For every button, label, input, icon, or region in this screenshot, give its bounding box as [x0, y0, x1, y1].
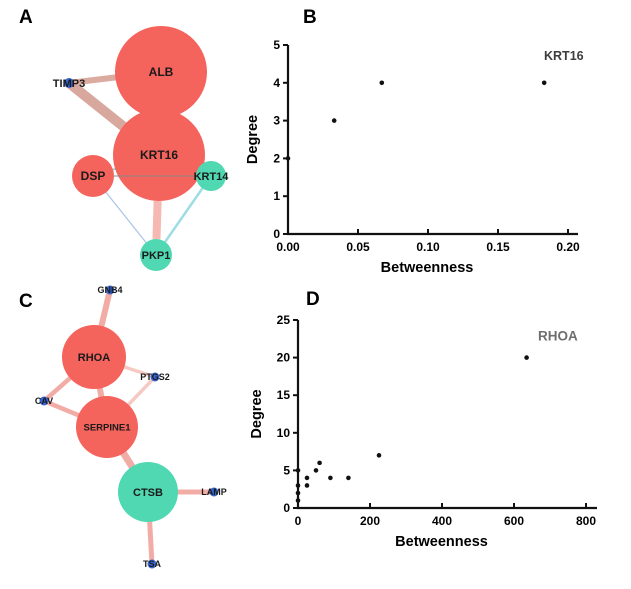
- y-tick-label: 5: [283, 463, 290, 477]
- network-node-KRT14: [196, 161, 226, 191]
- annotation-KRT16: KRT16: [544, 49, 584, 63]
- y-tick-label: 4: [273, 76, 280, 90]
- network-node-TSA: [147, 559, 157, 569]
- network-node-CTSB: [118, 462, 178, 522]
- panel-label-c: C: [19, 291, 33, 312]
- x-tick-label: 0.05: [346, 240, 370, 254]
- annotation-RHOA: RHOA: [538, 328, 578, 343]
- network-node-label-ALB: ALB: [149, 65, 174, 79]
- x-tick-label: 0.20: [556, 240, 580, 254]
- x-tick-label: 400: [432, 514, 452, 528]
- network-node-label-KRT16: KRT16: [140, 148, 178, 162]
- network-node-ALB: [115, 26, 207, 118]
- x-axis-title: Betweenness: [381, 260, 474, 276]
- network-node-DSP: [72, 155, 114, 197]
- network-node-label-PTGS2: PTGS2: [140, 372, 170, 382]
- network-edge-KRT16-PKP1: [152, 200, 162, 240]
- y-tick-label: 2: [273, 151, 280, 165]
- network-node-CAV: [39, 396, 49, 406]
- scatter-point: [304, 483, 310, 488]
- network-node-PTGS2: [150, 372, 160, 382]
- network-node-RHOA: [62, 325, 126, 389]
- network-node-label-SERPINE1: SERPINE1: [84, 422, 132, 433]
- network-node-label-DSP: DSP: [81, 169, 106, 183]
- scatter-point: [346, 475, 351, 481]
- network-node-label-RHOA: RHOA: [78, 352, 110, 364]
- x-tick-label: 0: [295, 514, 302, 528]
- scatter-point: [295, 468, 301, 473]
- x-tick-label: 0.15: [486, 240, 510, 254]
- network-node-SERPINE1: [76, 396, 138, 458]
- network-node-label-GNB4: GNB4: [97, 285, 122, 295]
- scatter-point: [328, 475, 333, 481]
- network-node-label-LAMP: LAMP: [201, 487, 227, 497]
- y-tick-label: 25: [277, 313, 291, 327]
- scatter-point: [379, 80, 385, 86]
- scatter-point: [295, 498, 301, 503]
- y-tick-label: 20: [277, 351, 291, 365]
- network-node-LAMP: [209, 487, 219, 497]
- scatter-point: [304, 475, 310, 481]
- scatter-point: [295, 483, 301, 488]
- network-edge-KRT14-PKP1: [154, 175, 213, 256]
- network-node-GNB4: [105, 285, 115, 295]
- y-tick-label: 1: [273, 189, 280, 203]
- network-node-KRT16: [113, 109, 205, 201]
- network-node-label-TSA: TSA: [143, 559, 162, 569]
- network-node-label-KRT14: KRT14: [194, 171, 230, 183]
- x-axis-title: Betweenness: [395, 534, 488, 550]
- scatter-point: [524, 355, 529, 360]
- panel-d-scatter: 0 200 400 600 800 0 5 10 15 20 25 Betweenness Degree…: [249, 313, 597, 550]
- scatter-point: [376, 453, 382, 458]
- y-tick-label: 3: [273, 114, 280, 128]
- network-node-label-CAV: CAV: [35, 396, 53, 406]
- network-node-label-TIMP3: TIMP3: [53, 78, 85, 90]
- panel-label-d: D: [306, 289, 320, 310]
- y-tick-label: 15: [277, 388, 291, 402]
- y-tick-label: 5: [273, 38, 280, 52]
- panel-label-a: A: [19, 7, 33, 28]
- x-tick-label: 600: [504, 514, 524, 528]
- x-tick-label: 200: [360, 514, 380, 528]
- network-node-TIMP3: [64, 78, 74, 88]
- y-tick-label: 0: [283, 501, 290, 515]
- scatter-point: [285, 156, 291, 161]
- scatter-point: [541, 80, 547, 86]
- y-axis-title: Degree: [245, 115, 261, 164]
- y-tick-label: 0: [273, 227, 280, 241]
- network-node-PKP1: [140, 239, 172, 271]
- scatter-point: [295, 490, 301, 496]
- x-tick-label: 0.00: [276, 240, 300, 254]
- scatter-point: [331, 118, 337, 123]
- panel-c-network: GNB4 RHOA PTGS2 CAV SERPINE1 CTSB LAMP TSA: [35, 285, 227, 569]
- scatter-point: [313, 468, 319, 473]
- x-tick-label: 800: [576, 514, 596, 528]
- panel-a-network: ALB KRT16 TIMP3 DSP KRT14 PKP1: [53, 26, 230, 271]
- network-node-label-PKP1: PKP1: [142, 250, 171, 262]
- scatter-point: [317, 460, 322, 466]
- panel-b-scatter: 0.00 0.05 0.10 0.15 0.20 0 1 2 3 4 5 Betweenness Deg…: [245, 38, 584, 276]
- y-tick-label: 10: [277, 426, 291, 440]
- panel-label-b: B: [303, 7, 317, 28]
- network-node-label-CTSB: CTSB: [133, 487, 163, 499]
- x-tick-label: 0.10: [416, 240, 440, 254]
- y-axis-title: Degree: [249, 389, 265, 438]
